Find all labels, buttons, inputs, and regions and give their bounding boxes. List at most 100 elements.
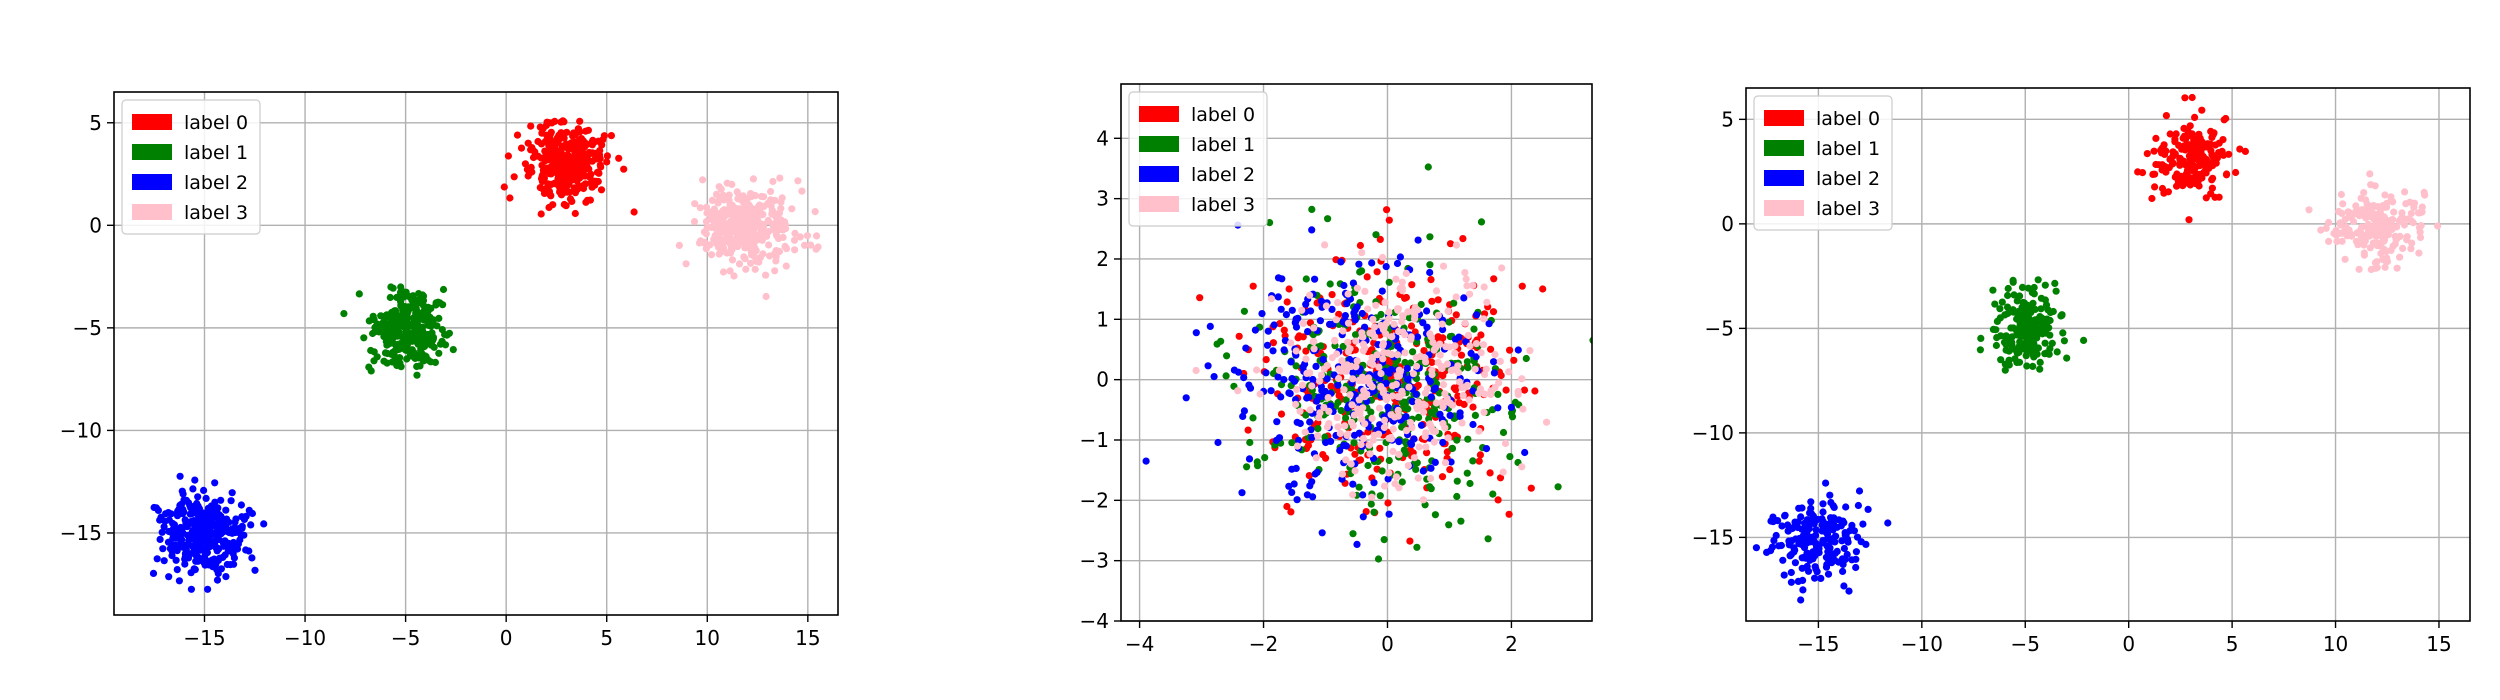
- scatter-point: [202, 494, 210, 502]
- scatter-point: [1368, 493, 1376, 501]
- scatter-point: [1518, 282, 1526, 290]
- scatter-point: [236, 536, 244, 544]
- scatter-point: [449, 346, 457, 354]
- scatter-point: [2041, 296, 2049, 304]
- scatter-point: [1501, 439, 1510, 448]
- scatter-point: [1491, 350, 1499, 359]
- scatter-point: [1349, 530, 1357, 538]
- scatter-point: [1431, 458, 1439, 466]
- scatter-point: [630, 208, 638, 216]
- scatter-point: [1428, 370, 1436, 379]
- scatter-point: [1441, 459, 1450, 467]
- scatter-point: [202, 544, 210, 552]
- scatter-point: [1356, 410, 1364, 418]
- scatter-point: [217, 512, 225, 521]
- legend-label: label 2: [1816, 168, 1880, 190]
- scatter-point: [1448, 444, 1457, 452]
- scatter-point: [1364, 305, 1372, 313]
- scatter-point: [1385, 510, 1393, 518]
- scatter-point: [2200, 169, 2208, 177]
- scatter-point: [1463, 469, 1471, 477]
- scatter-point: [2015, 348, 2023, 356]
- scatter-point: [719, 268, 728, 276]
- scatter-point: [675, 241, 684, 249]
- y-tick-label: 2: [1096, 247, 1109, 271]
- scatter-point: [1321, 433, 1329, 441]
- scatter-point: [1378, 467, 1386, 475]
- scatter-point: [1280, 346, 1288, 354]
- scatter-point: [1463, 358, 1471, 366]
- scatter-point: [2017, 325, 2025, 333]
- scatter-point: [752, 208, 760, 216]
- scatter-point: [708, 196, 716, 204]
- scatter-point: [2389, 216, 2397, 224]
- scatter-point: [225, 529, 233, 537]
- scatter-point: [1419, 319, 1427, 327]
- scatter-point: [2030, 283, 2038, 292]
- scatter-point: [384, 323, 393, 331]
- scatter-point: [1479, 341, 1488, 349]
- scatter-point: [1341, 312, 1349, 320]
- scatter-point: [1499, 468, 1507, 476]
- scatter-point: [600, 132, 609, 140]
- scatter-point: [1401, 398, 1409, 406]
- scatter-point: [775, 247, 784, 256]
- scatter-point: [1342, 367, 1350, 375]
- scatter-point: [2023, 326, 2031, 335]
- scatter-point: [1803, 516, 1811, 524]
- scatter-point: [1328, 354, 1336, 362]
- scatter-point: [769, 225, 777, 234]
- scatter-point: [1196, 294, 1204, 302]
- scatter-point: [1293, 418, 1301, 426]
- scatter-point: [1389, 447, 1397, 455]
- scatter-point: [587, 170, 595, 178]
- scatter-point: [176, 472, 184, 480]
- scatter-point: [1471, 365, 1479, 373]
- scatter-point: [2333, 237, 2341, 245]
- scatter-point: [1302, 300, 1310, 308]
- scatter-point: [1361, 344, 1369, 352]
- scatter-point: [2031, 305, 2039, 313]
- scatter-point: [1267, 387, 1275, 395]
- x-tick-label: 10: [695, 626, 720, 650]
- scatter-point: [191, 476, 199, 484]
- scatter-point: [1477, 349, 1485, 357]
- scatter-point: [1471, 411, 1479, 419]
- scatter-point: [1308, 382, 1316, 390]
- scatter-point: [1466, 290, 1474, 298]
- scatter-point: [603, 152, 612, 160]
- scatter-point: [1781, 511, 1789, 519]
- scatter-point: [2183, 143, 2191, 151]
- scatter-point: [1402, 269, 1410, 277]
- scatter-point: [1379, 339, 1387, 348]
- scatter-point: [1459, 391, 1467, 400]
- scatter-point: [1455, 399, 1463, 407]
- scatter-point: [1304, 328, 1312, 336]
- scatter-point: [2402, 200, 2410, 208]
- scatter-point: [1476, 451, 1484, 459]
- scatter-point: [1363, 273, 1371, 281]
- scatter-point: [537, 174, 546, 183]
- scatter-point: [1427, 393, 1435, 401]
- scatter-point: [2341, 255, 2349, 263]
- scatter-point: [1320, 403, 1328, 412]
- scatter-point: [571, 147, 579, 155]
- scatter-point: [1310, 337, 1318, 346]
- scatter-point: [2378, 223, 2387, 231]
- scatter-point: [1427, 276, 1435, 284]
- scatter-point: [1399, 328, 1407, 336]
- scatter-point: [1470, 325, 1478, 333]
- scatter-point: [1406, 419, 1415, 427]
- scatter-point: [1246, 384, 1255, 392]
- x-tick-label: −5: [391, 626, 420, 650]
- scatter-point: [1285, 482, 1293, 490]
- scatter-point: [1349, 422, 1357, 430]
- scatter-point: [1469, 457, 1477, 465]
- scatter-point: [1445, 318, 1453, 326]
- scatter-point: [620, 165, 628, 173]
- scatter-point: [1413, 543, 1421, 551]
- scatter-point: [209, 563, 217, 571]
- scatter-point: [794, 177, 802, 185]
- scatter-point: [2208, 176, 2216, 184]
